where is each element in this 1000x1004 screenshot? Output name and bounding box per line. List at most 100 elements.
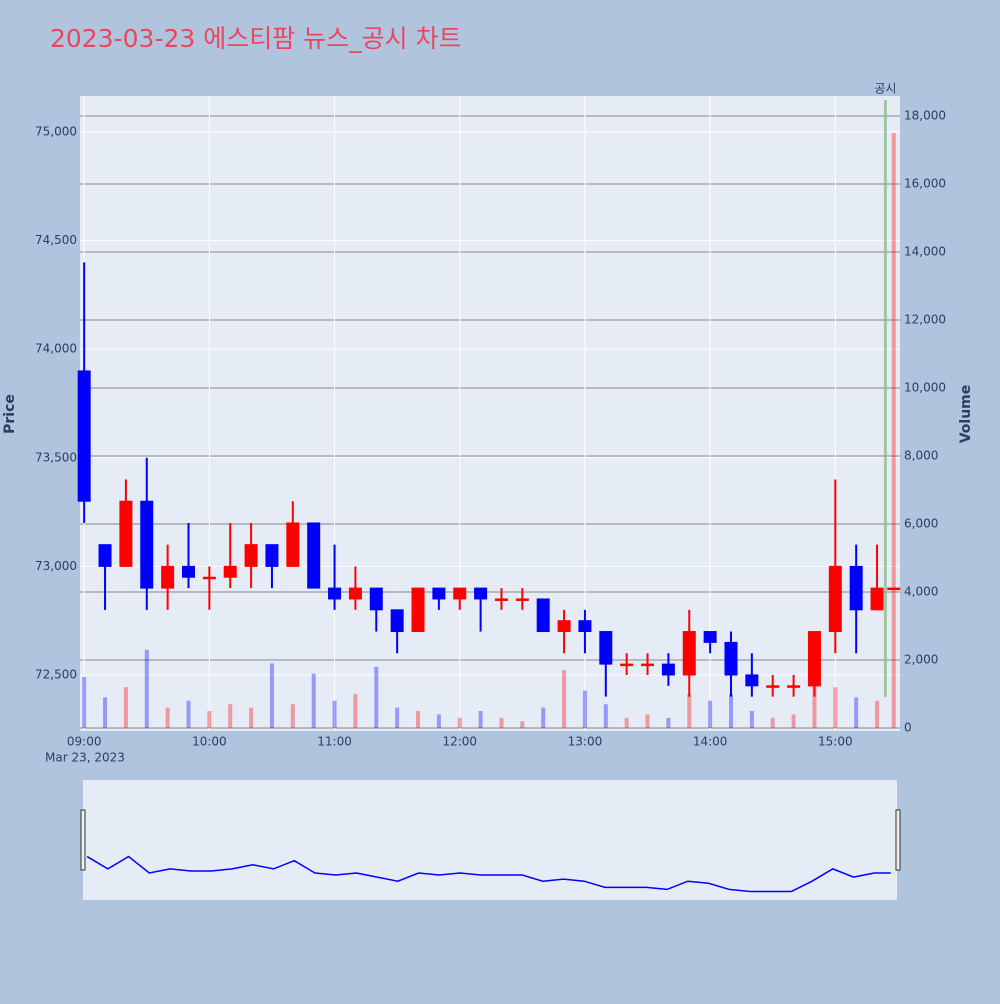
y2-tick-label: 8,000 (904, 449, 938, 463)
x-tick-label: 14:00 (693, 735, 728, 749)
volume-bar (728, 694, 733, 729)
candle-body (515, 598, 529, 601)
candle-body (766, 685, 780, 688)
volume-bar (290, 704, 295, 729)
volume-bar (770, 717, 775, 729)
volume-bar (269, 663, 274, 729)
x-tick-label: 13:00 (568, 735, 603, 749)
candle-body (202, 576, 216, 580)
candle-body (807, 631, 821, 687)
volume-bar (353, 694, 358, 729)
candle-body (98, 544, 112, 567)
candle-body (474, 587, 488, 600)
volume-bar (749, 711, 754, 729)
volume-bar (311, 673, 316, 729)
y2-tick-label: 14,000 (904, 244, 946, 258)
volume-bar (891, 132, 896, 729)
candle-body (620, 663, 634, 667)
candle-body (703, 631, 717, 643)
chart-title: 2023-03-23 에스티팜 뉴스_공시 차트 (50, 24, 462, 53)
y-axis-title: Price (2, 394, 18, 434)
y2-tick-label: 0 (904, 721, 912, 735)
range-handle[interactable] (80, 809, 86, 871)
candle-body (119, 500, 133, 567)
y2-tick-label: 10,000 (904, 380, 946, 394)
candle-body (641, 663, 655, 667)
candle-body (411, 587, 425, 633)
volume-bar (645, 714, 650, 729)
y2-axis-title: Volume (958, 385, 974, 444)
volume-bar (82, 677, 87, 729)
volume-bar (123, 687, 128, 729)
x-tick-label: 12:00 (442, 735, 477, 749)
volume-bar (603, 704, 608, 729)
volume-bar (499, 717, 504, 729)
y-tick-label: 73,500 (35, 450, 77, 464)
volume-bar (708, 700, 713, 729)
volume-bar (582, 690, 587, 729)
range-slider[interactable] (83, 780, 897, 900)
y2-tick-label: 16,000 (904, 176, 946, 190)
candle-body (369, 587, 383, 611)
candle-body (181, 565, 195, 578)
candle-body (578, 620, 592, 633)
plot-area (80, 96, 900, 731)
candle-body (557, 620, 571, 633)
volume-bar (833, 687, 838, 729)
volume-bar (687, 694, 692, 729)
volume-bar (374, 666, 379, 729)
x-tick-label: 11:00 (317, 735, 352, 749)
annotation-text: 공시 (874, 82, 896, 96)
y-tick-label: 73,000 (35, 559, 77, 573)
volume-bar (875, 700, 880, 729)
y2-tick-label: 2,000 (904, 653, 938, 667)
volume-bar (395, 707, 400, 729)
range-handle[interactable] (895, 809, 901, 871)
candle-body (432, 587, 446, 600)
candle-body (536, 598, 550, 633)
volume-bar (228, 704, 233, 729)
candle-body (745, 674, 759, 687)
volume-bar (436, 714, 441, 729)
candle-body (223, 565, 237, 578)
candle-body (453, 587, 467, 600)
volume-bar (103, 697, 108, 729)
candle-body (328, 587, 342, 600)
x-tick-label: 10:00 (192, 735, 227, 749)
candle-body (161, 565, 175, 589)
candle-body (307, 522, 321, 589)
candle-body (787, 685, 801, 688)
volume-bar (562, 670, 567, 729)
volume-bar (144, 649, 149, 729)
volume-bar (249, 707, 254, 729)
volume-bar (478, 711, 483, 729)
candle-body (348, 587, 362, 600)
candle-body (870, 587, 884, 611)
x-date-label: Mar 23, 2023 (45, 751, 125, 765)
y2-tick-label: 18,000 (904, 108, 946, 122)
volume-bar (854, 697, 859, 729)
candle-body (682, 631, 696, 676)
volume-bar (165, 707, 170, 729)
volume-bar (520, 721, 525, 729)
volume-bar (457, 717, 462, 729)
volume-bar (666, 717, 671, 729)
candle-body (286, 522, 300, 567)
y2-tick-label: 6,000 (904, 517, 938, 531)
range-slider-line (86, 855, 891, 893)
volume-bar (791, 714, 796, 729)
volume-bar (624, 717, 629, 729)
x-tick-label: 09:00 (67, 735, 102, 749)
candle-body (724, 641, 738, 676)
volume-bar (207, 711, 212, 729)
volume-bar (186, 700, 191, 729)
candle-body (77, 370, 91, 502)
y-tick-label: 74,000 (35, 342, 77, 356)
candle-body (599, 631, 613, 665)
y2-tick-label: 12,000 (904, 312, 946, 326)
volume-bar (332, 700, 337, 729)
candle-body (390, 609, 404, 633)
y-tick-label: 75,000 (35, 125, 77, 139)
candle-body (265, 544, 279, 567)
